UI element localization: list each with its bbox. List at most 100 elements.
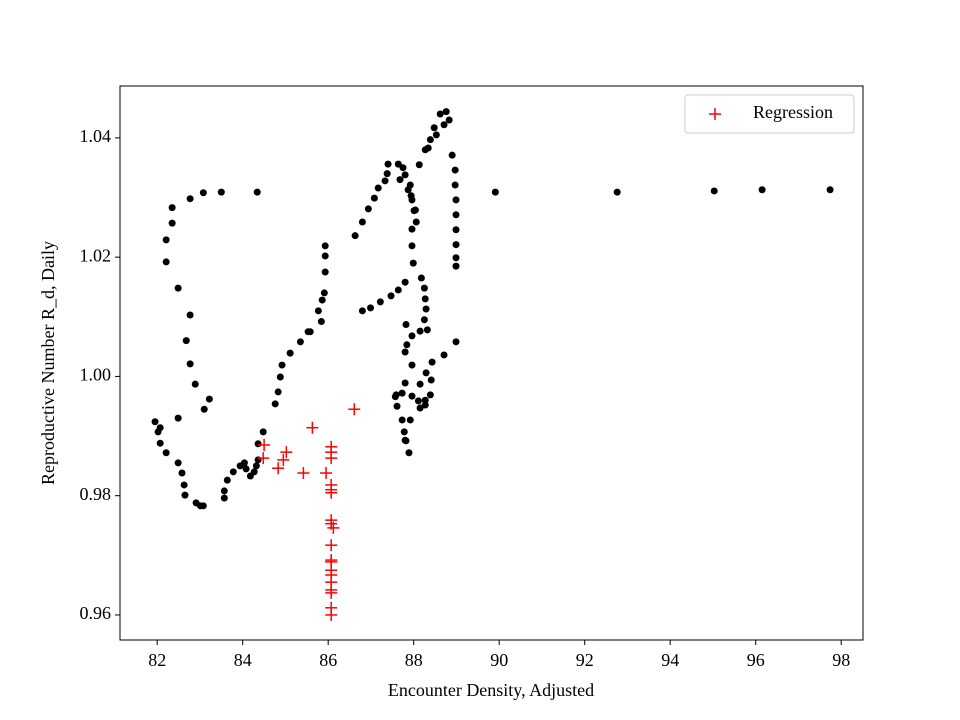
point	[220, 494, 228, 502]
point	[191, 380, 199, 388]
point	[398, 389, 406, 397]
point	[162, 236, 170, 244]
point	[408, 392, 416, 400]
x-tick-label: 98	[832, 650, 850, 670]
point	[403, 341, 411, 349]
point	[401, 348, 409, 356]
legend: Regression	[684, 94, 855, 134]
point	[491, 188, 499, 196]
point	[162, 258, 170, 266]
plus-marker	[272, 462, 285, 475]
plus-marker	[325, 539, 338, 552]
point	[451, 181, 459, 189]
plus-marker	[709, 108, 721, 120]
point	[383, 170, 391, 178]
point	[440, 351, 448, 359]
point	[452, 254, 460, 262]
y-tick-label: 0.98	[80, 484, 112, 504]
point	[384, 160, 392, 168]
point	[182, 337, 190, 345]
point	[392, 391, 400, 399]
point	[199, 502, 207, 510]
point	[422, 305, 430, 313]
point	[250, 468, 258, 476]
point	[409, 259, 417, 267]
point	[217, 188, 225, 196]
point	[180, 481, 188, 489]
point	[442, 108, 450, 116]
point	[421, 401, 429, 409]
point	[200, 405, 208, 413]
point	[452, 241, 460, 249]
point	[401, 278, 409, 286]
point	[412, 218, 420, 226]
point	[408, 332, 416, 340]
point	[286, 349, 294, 357]
point	[417, 274, 425, 282]
point	[710, 187, 718, 195]
point	[415, 161, 423, 169]
legend-frame	[684, 94, 855, 134]
y-tick-label: 1.00	[80, 365, 112, 385]
plus-marker	[327, 521, 340, 534]
x-tick-label: 88	[405, 650, 423, 670]
point	[401, 171, 409, 179]
x-tick-label: 94	[661, 650, 679, 670]
point	[398, 416, 406, 424]
point	[168, 219, 176, 227]
point	[405, 449, 413, 457]
plus-marker	[320, 467, 333, 480]
point	[420, 284, 428, 292]
point	[452, 211, 460, 219]
point	[423, 326, 431, 334]
point	[240, 459, 248, 467]
plot-frame	[119, 85, 864, 641]
point	[416, 404, 424, 412]
x-tick-label: 86	[319, 650, 337, 670]
point	[220, 487, 228, 495]
point	[400, 428, 408, 436]
plus-marker	[297, 467, 310, 480]
point	[364, 205, 372, 213]
plus-marker	[280, 446, 293, 459]
x-tick-label: 92	[576, 650, 594, 670]
x-axis-label: Encounter Density, Adjusted	[388, 680, 594, 700]
point	[420, 316, 428, 324]
point	[381, 177, 389, 185]
point	[181, 491, 189, 499]
point	[404, 186, 412, 194]
point	[317, 318, 325, 326]
y-tick-label: 1.04	[80, 126, 112, 146]
point	[186, 195, 194, 203]
point	[396, 176, 404, 184]
point	[174, 414, 182, 422]
point	[259, 428, 267, 436]
point	[445, 116, 453, 124]
point	[174, 284, 182, 292]
point	[314, 307, 322, 315]
point	[252, 462, 260, 470]
point	[758, 186, 766, 194]
point	[426, 136, 434, 144]
point	[430, 124, 438, 132]
point	[168, 204, 176, 212]
point	[186, 311, 194, 319]
point	[321, 252, 329, 260]
point	[393, 402, 401, 410]
point	[274, 388, 282, 396]
point	[205, 395, 213, 403]
point	[452, 338, 460, 346]
plus-marker	[325, 586, 338, 599]
point	[186, 360, 194, 368]
point	[174, 459, 182, 467]
point	[321, 268, 329, 276]
point	[421, 295, 429, 303]
x-tick-label: 82	[148, 650, 166, 670]
point	[296, 338, 304, 346]
point	[242, 465, 250, 473]
plus-marker	[306, 421, 319, 434]
point	[432, 131, 440, 139]
point	[394, 286, 402, 294]
